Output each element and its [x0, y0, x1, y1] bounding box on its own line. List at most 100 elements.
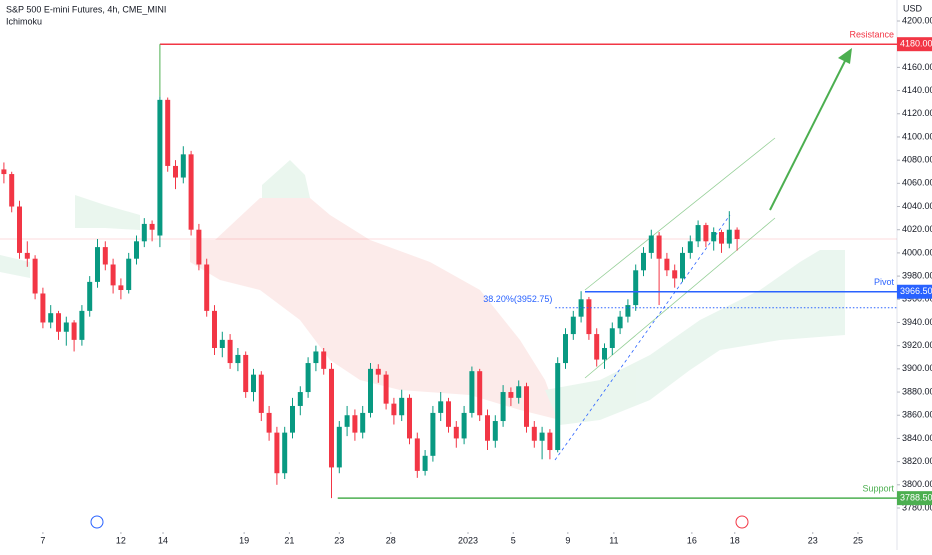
level-price-label: 4180.00 — [900, 39, 932, 49]
candle-body — [266, 412, 272, 433]
candle-body — [134, 241, 139, 259]
candle-body — [641, 252, 646, 271]
candle-body — [438, 401, 444, 413]
candle-body — [672, 270, 678, 279]
candle-body — [63, 322, 69, 332]
candle-body — [126, 258, 132, 291]
cloud-green — [545, 250, 845, 425]
candle-body — [485, 415, 490, 441]
candle-body — [290, 405, 295, 433]
y-tick-label: 4200.00 — [902, 15, 932, 25]
y-tick-label: 4160.00 — [902, 62, 932, 72]
candle-body — [235, 354, 241, 364]
candle-body — [141, 223, 147, 242]
candle-body — [282, 432, 288, 474]
candle-body — [469, 371, 475, 413]
x-tick-label: 5 — [511, 535, 516, 545]
currency: USD — [903, 3, 923, 13]
candle-body — [1, 169, 7, 175]
y-tick-label: 4020.00 — [902, 224, 932, 234]
candle-body — [399, 397, 405, 416]
candle-body — [368, 368, 373, 413]
candle-body — [165, 99, 171, 166]
x-tick-label: 19 — [239, 535, 249, 545]
candle-body — [461, 412, 467, 439]
cloud-red — [190, 198, 560, 420]
candle-body — [703, 225, 709, 242]
candle-body — [329, 368, 334, 468]
candle-body — [258, 374, 264, 413]
candle-body — [24, 252, 30, 259]
candle-body — [17, 206, 22, 253]
cloud-green — [75, 195, 140, 230]
level-price-box — [897, 37, 932, 52]
arrow-head — [838, 48, 852, 64]
candle-body — [422, 455, 428, 471]
y-tick-label: 3980.00 — [902, 270, 932, 280]
y-tick-label: 3820.00 — [902, 456, 932, 466]
candle-body — [227, 339, 233, 364]
candle-body — [71, 322, 77, 340]
ichimoku-cloud — [0, 160, 845, 425]
candle-body — [625, 305, 631, 317]
candle-body — [87, 281, 93, 311]
fib-label: 38.20%(3952.75) — [483, 294, 552, 304]
candle-body — [547, 432, 553, 451]
candle-body — [95, 247, 100, 282]
y-tick-label: 4140.00 — [902, 85, 932, 95]
level-name: Resistance — [849, 30, 894, 40]
candle-body — [664, 258, 670, 271]
x-tick-label: 11 — [609, 535, 618, 545]
x-tick-label: 12 — [116, 535, 126, 545]
x-tick-label: 28 — [386, 535, 396, 545]
y-tick-label: 4060.00 — [902, 178, 932, 188]
candle-body — [563, 334, 568, 364]
trend-line — [554, 214, 731, 461]
candle-body — [391, 403, 397, 416]
candle-body — [305, 363, 311, 393]
candle-body — [118, 285, 124, 291]
y-tick-label: 4120.00 — [902, 108, 932, 118]
y-tick-label: 3860.00 — [902, 410, 932, 420]
candle-body — [321, 351, 327, 369]
candle-body — [711, 232, 717, 242]
candle-body — [243, 354, 249, 393]
candle-body — [336, 426, 342, 468]
x-tick-label: 7 — [40, 535, 45, 545]
candle-body — [32, 258, 38, 294]
candle-body — [297, 392, 303, 406]
candle-body — [695, 225, 701, 242]
y-tick-label: 3940.00 — [902, 317, 932, 327]
candle-body — [48, 313, 54, 323]
y-tick-label: 3800.00 — [902, 479, 932, 489]
candle-body — [383, 374, 389, 404]
candle-body — [617, 316, 623, 329]
candle-body — [204, 264, 210, 311]
candle-body — [110, 264, 116, 286]
candle-body — [407, 397, 412, 439]
candle-body — [251, 374, 256, 393]
candle-body — [508, 392, 514, 398]
y-tick-label: 4040.00 — [902, 201, 932, 211]
candle-body — [313, 351, 319, 364]
y-tick-label: 3880.00 — [902, 386, 932, 396]
candle-body — [453, 426, 459, 439]
x-tick-label: 2023 — [458, 535, 478, 545]
candle-body — [570, 316, 576, 335]
event-icon — [735, 515, 749, 529]
candle-body — [586, 299, 592, 335]
candle-body — [188, 154, 194, 230]
x-tick-label: 14 — [158, 535, 168, 545]
candle-body — [594, 334, 600, 360]
candle-body — [196, 229, 202, 265]
candle-body — [516, 386, 522, 398]
event-icon — [90, 515, 104, 529]
candle-body — [219, 339, 225, 348]
indicator-name: Ichimoku — [6, 16, 42, 26]
x-tick-label: 23 — [808, 535, 818, 545]
x-tick-label: 18 — [730, 535, 740, 545]
candle-body — [656, 235, 662, 259]
arrow — [769, 54, 849, 211]
y-tick-label: 3780.00 — [902, 502, 932, 512]
